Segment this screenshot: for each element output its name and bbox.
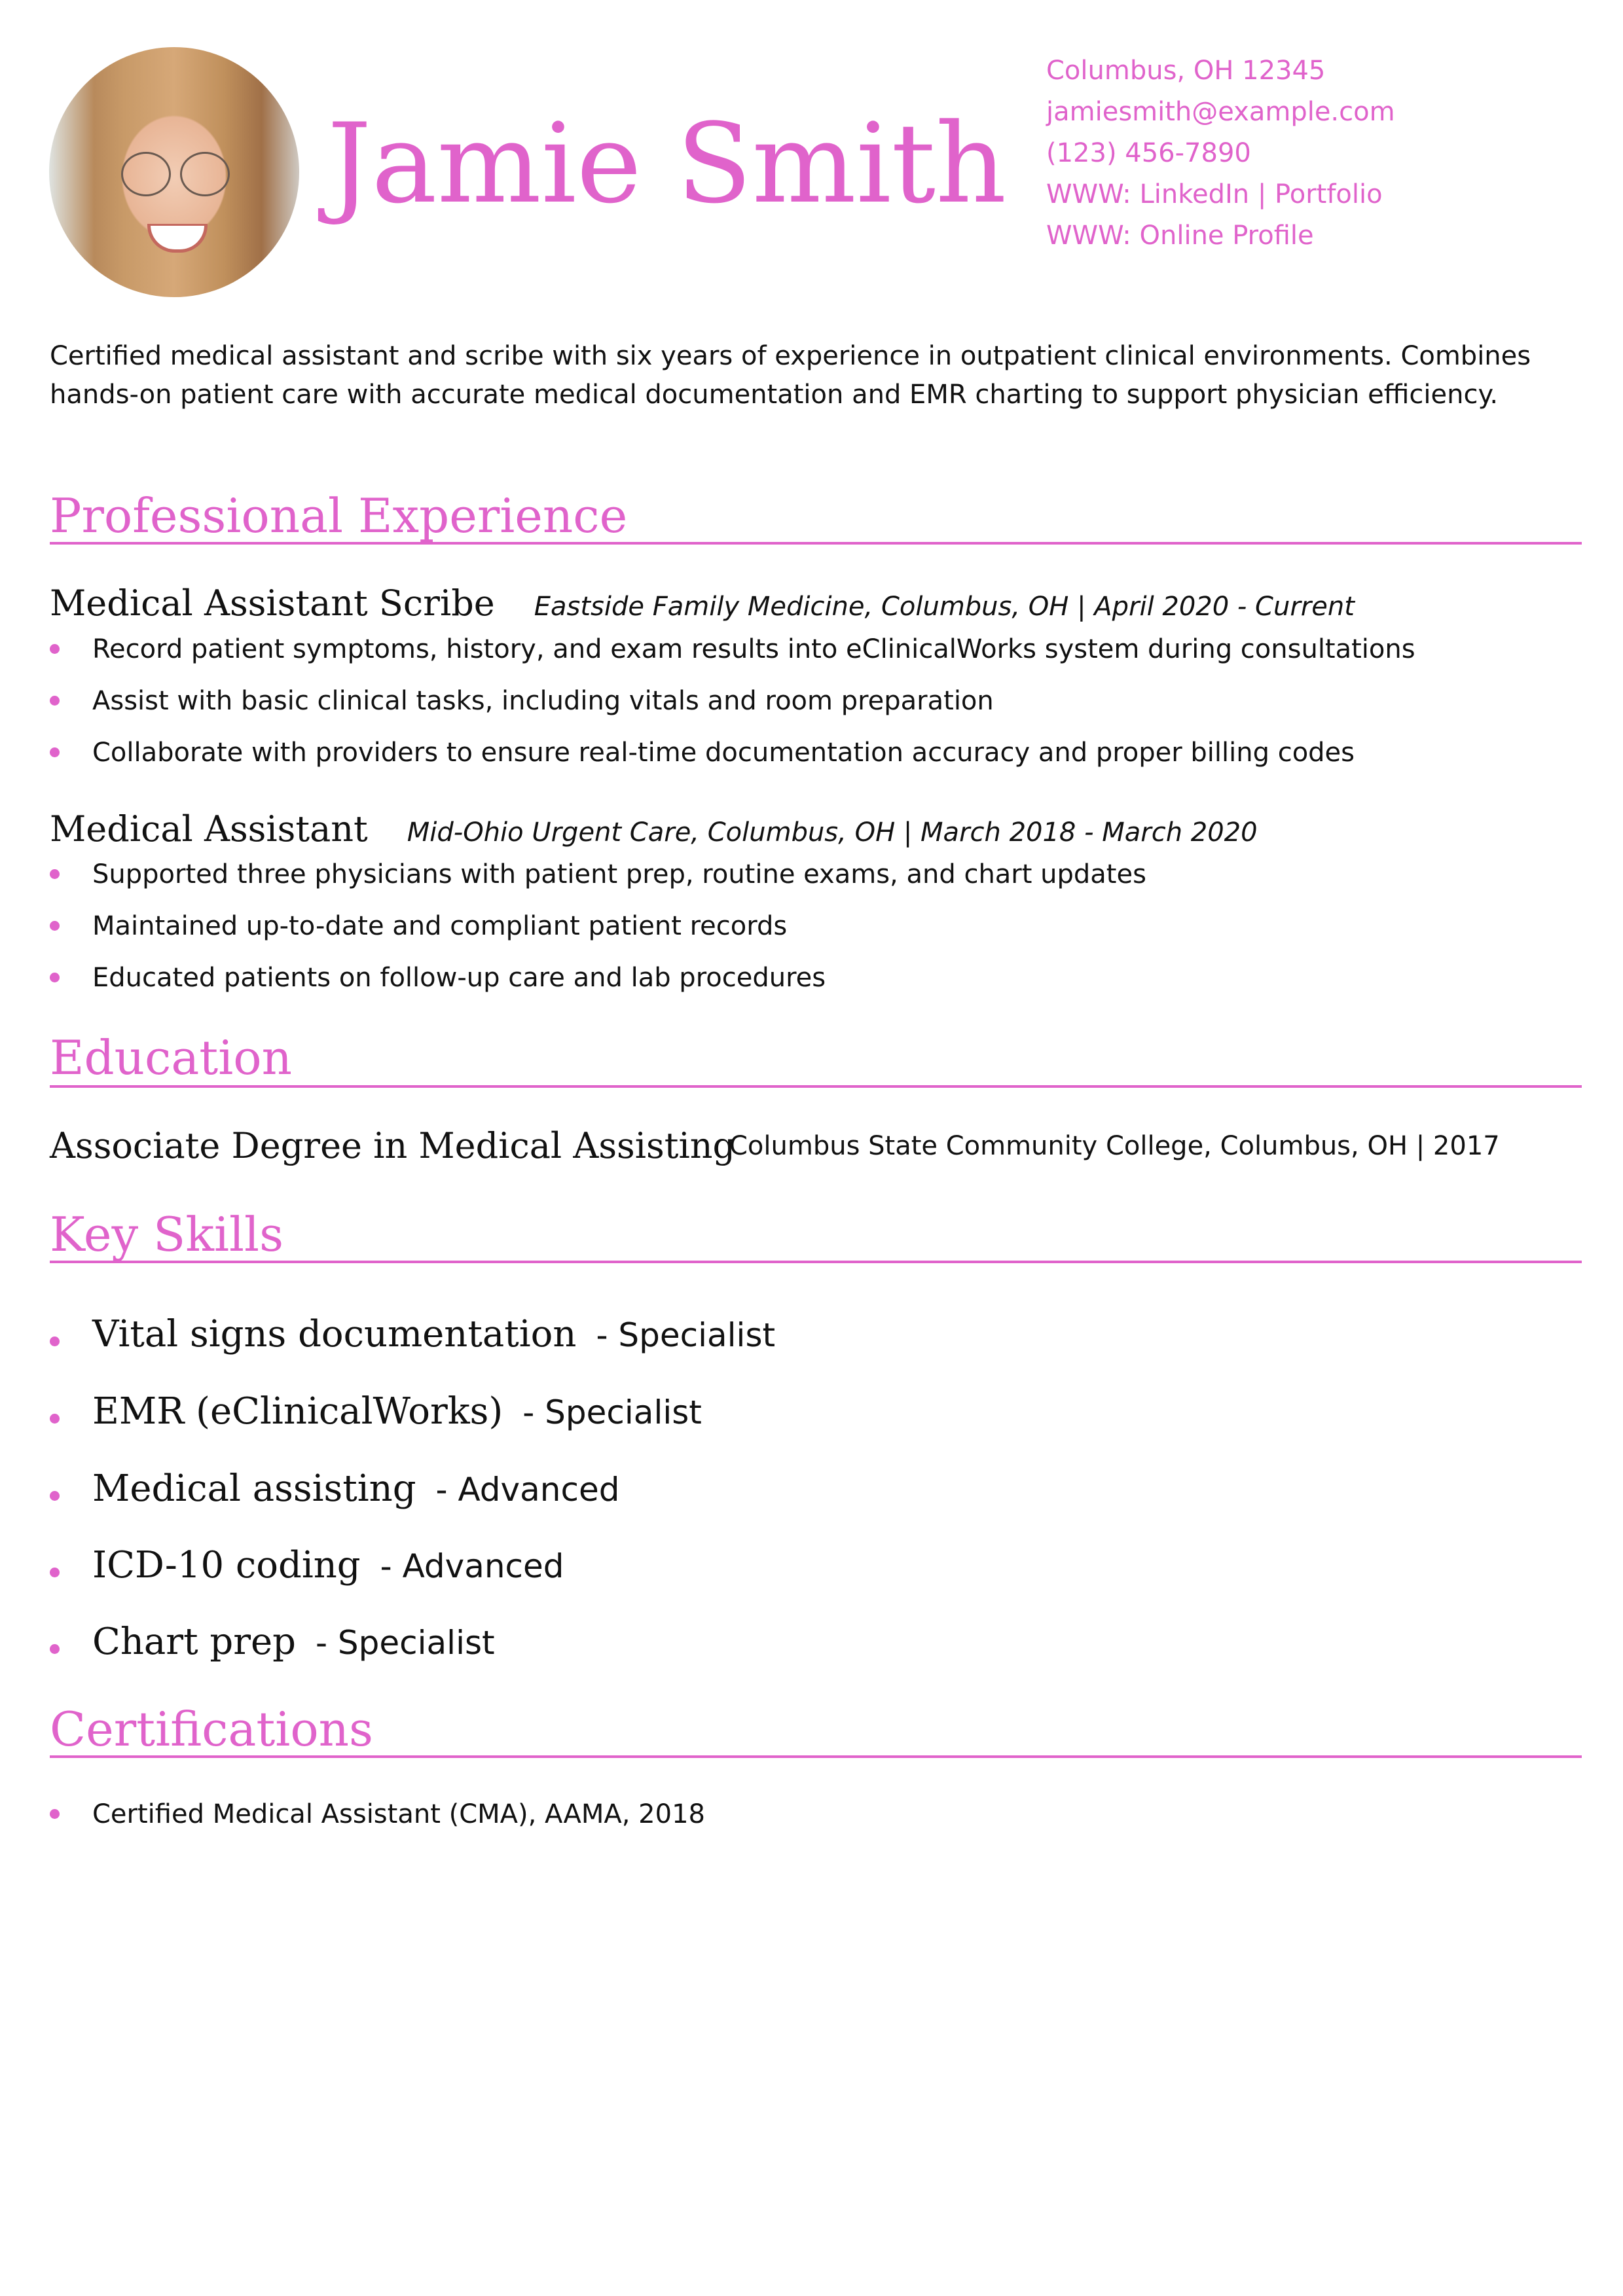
candidate-name: Jamie Smith	[327, 99, 1007, 228]
glasses-left	[121, 152, 171, 196]
bullet-icon	[50, 1336, 60, 1346]
bullet-text: Assist with basic clinical tasks, includ…	[92, 686, 994, 716]
section-divider	[50, 1085, 1582, 1088]
bullet-icon	[50, 695, 60, 706]
skill-name: ICD-10 coding	[92, 1544, 361, 1587]
bullet-text: Record patient symptoms, history, and ex…	[92, 634, 1415, 664]
job-header: Medical Assistant Mid-Ohio Urgent Care, C…	[50, 810, 1258, 852]
school: Columbus State Community College, Columb…	[729, 1131, 1500, 1161]
skill-name: EMR (eClinicalWorks)	[92, 1390, 503, 1433]
skill-item: EMR (eClinicalWorks) - Specialist	[50, 1389, 702, 1443]
section-divider	[50, 1755, 1582, 1758]
job-title: Medical Assistant	[50, 808, 368, 850]
summary: Certified medical assistant and scribe w…	[50, 341, 1531, 410]
bullet-text: Educated patients on follow-up care and …	[92, 963, 826, 993]
bullet-icon	[50, 643, 60, 654]
skill-level: - Specialist	[522, 1393, 702, 1431]
skill-name: Chart prep	[92, 1621, 296, 1663]
education-entry: Associate Degree in Medical Assisting Co…	[50, 1123, 1582, 1177]
contact-email[interactable]: jamiesmith@example.com	[1046, 97, 1395, 127]
bullet-text: Supported three physicians with patient …	[92, 859, 1146, 889]
job-meta: Mid-Ohio Urgent Care, Columbus, OH | Mar…	[407, 817, 1258, 848]
bullet-icon	[50, 1568, 60, 1577]
bullet-icon	[50, 1808, 60, 1819]
list-item: Collaborate with providers to ensure rea…	[50, 734, 1355, 771]
certification-item: Certified Medical Assistant (CMA), AAMA,…	[50, 1796, 705, 1833]
list-item: Record patient symptoms, history, and ex…	[50, 631, 1415, 668]
skill-level: - Specialist	[315, 1624, 495, 1662]
degree: Associate Degree in Medical Assisting	[50, 1125, 736, 1166]
bullet-icon	[50, 972, 60, 982]
skill-item: ICD-10 coding - Advanced	[50, 1543, 564, 1597]
smile	[147, 224, 208, 253]
bullet-text: Collaborate with providers to ensure rea…	[92, 738, 1355, 768]
bullet-icon	[50, 920, 60, 931]
bullet-icon	[50, 869, 60, 879]
job-header: Medical Assistant Scribe Eastside Family …	[50, 584, 1355, 626]
skill-item: Vital signs documentation - Specialist	[50, 1312, 775, 1366]
contact-links[interactable]: WWW: LinkedIn | Portfolio	[1046, 179, 1383, 209]
list-item: Educated patients on follow-up care and …	[50, 960, 826, 996]
skill-item: Medical assisting - Advanced	[50, 1466, 619, 1520]
section-heading-experience: Professional Experience	[50, 488, 628, 543]
skill-level: - Specialist	[596, 1316, 776, 1354]
skill-level: - Advanced	[435, 1471, 620, 1509]
contact-address: Columbus, OH 12345	[1046, 56, 1326, 86]
section-divider	[50, 542, 1582, 545]
bullet-icon	[50, 1644, 60, 1654]
section-heading-certifications: Certifications	[50, 1702, 373, 1757]
section-divider	[50, 1261, 1582, 1263]
bullet-icon	[50, 747, 60, 757]
skill-name: Vital signs documentation	[92, 1313, 577, 1355]
section-heading-education: Education	[50, 1030, 292, 1085]
bullet-icon	[50, 1491, 60, 1501]
contact-online-profile[interactable]: WWW: Online Profile	[1046, 221, 1314, 251]
certification-text: Certified Medical Assistant (CMA), AAMA,…	[92, 1799, 705, 1829]
contact-phone[interactable]: (123) 456-7890	[1046, 138, 1251, 168]
skill-level: - Advanced	[380, 1547, 564, 1585]
skill-name: Medical assisting	[92, 1467, 416, 1510]
glasses-right	[180, 152, 230, 196]
job-title: Medical Assistant Scribe	[50, 583, 495, 624]
profile-photo	[49, 47, 299, 297]
bullet-text: Maintained up-to-date and compliant pati…	[92, 911, 788, 941]
list-item: Supported three physicians with patient …	[50, 856, 1146, 893]
list-item: Assist with basic clinical tasks, includ…	[50, 683, 994, 719]
skill-item: Chart prep - Specialist	[50, 1619, 495, 1674]
job-meta: Eastside Family Medicine, Columbus, OH |…	[534, 592, 1355, 622]
list-item: Maintained up-to-date and compliant pati…	[50, 908, 787, 944]
bullet-icon	[50, 1414, 60, 1424]
section-heading-skills: Key Skills	[50, 1207, 284, 1262]
